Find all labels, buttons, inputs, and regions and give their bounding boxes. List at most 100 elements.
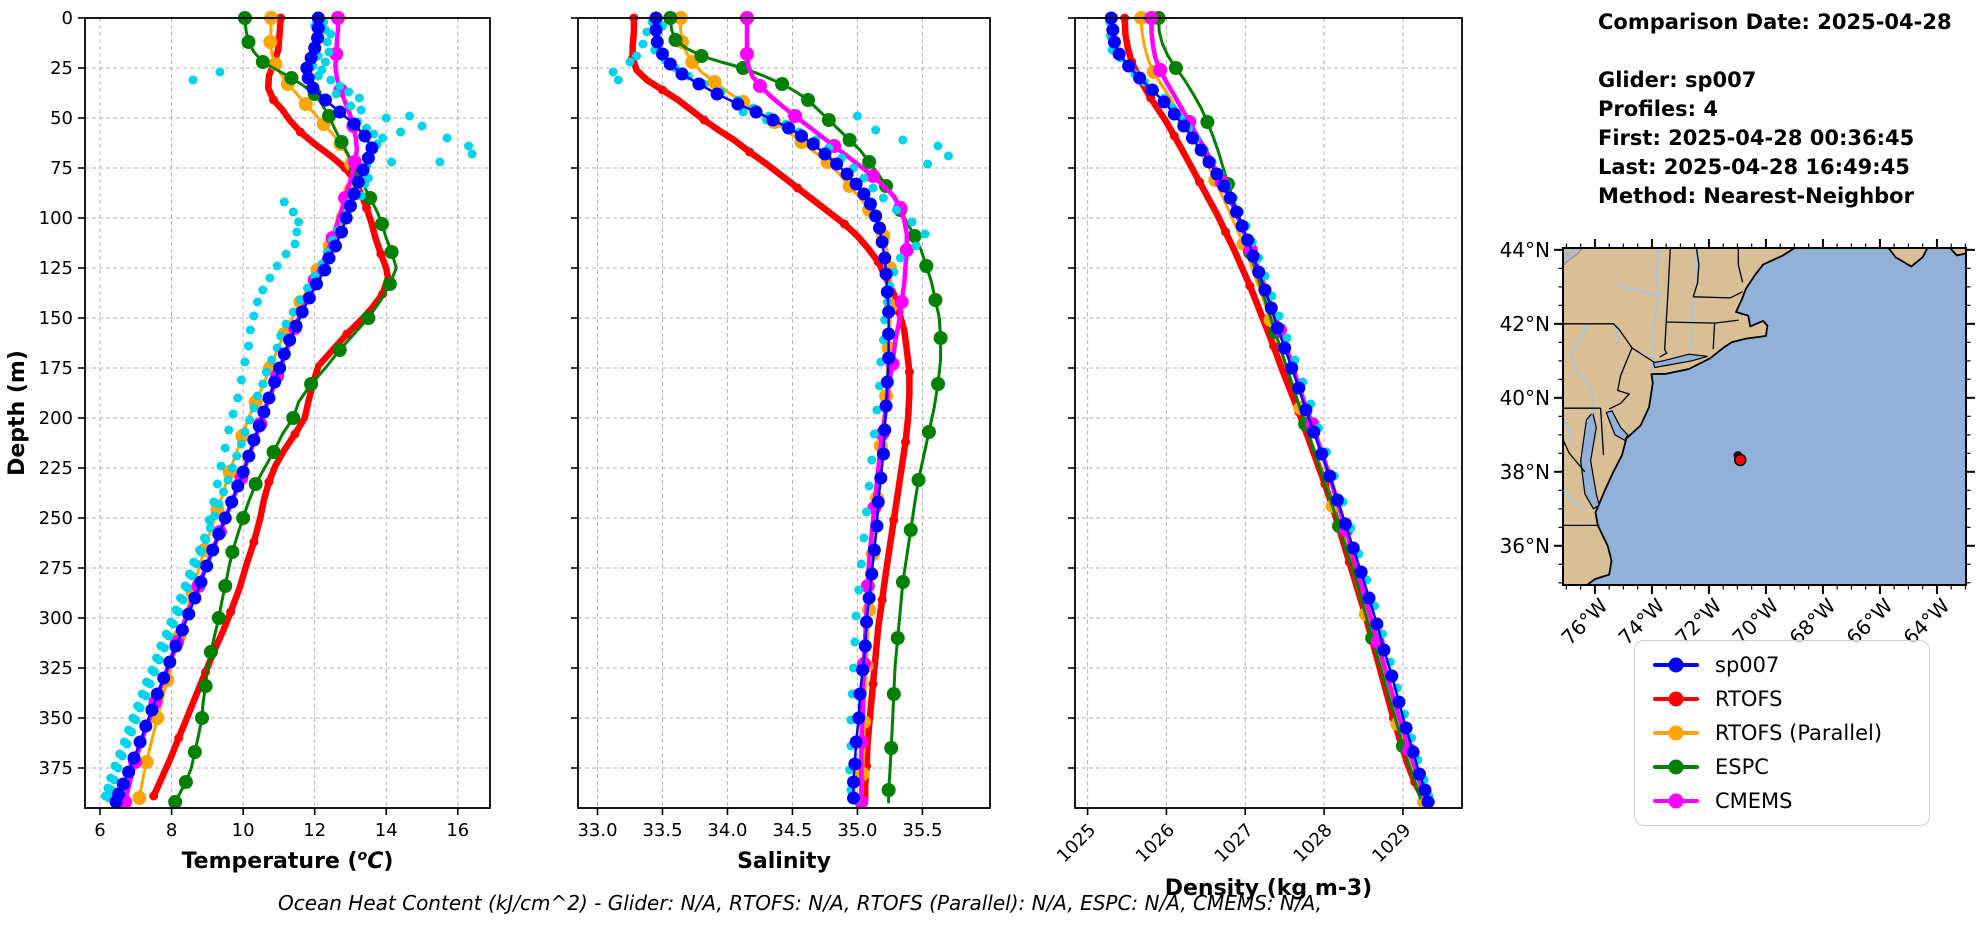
map-bay: [1580, 411, 1600, 510]
map-river: [1569, 323, 1595, 415]
svg-text:50: 50: [50, 108, 73, 129]
svg-text:34.0: 34.0: [707, 820, 747, 841]
series-rtofs-parallel-: [132, 11, 359, 805]
map-river: [1651, 248, 1660, 372]
first-profile-time: First: 2025-04-28 00:36:45: [1598, 126, 1915, 150]
svg-text:325: 325: [39, 658, 73, 679]
legend-line-swatch: [1653, 657, 1699, 673]
svg-text:225: 225: [39, 458, 73, 479]
map-state-border: [1631, 347, 1656, 364]
glider-position-marker: [1734, 453, 1747, 467]
map-bay: [1652, 353, 1708, 369]
legend-label: ESPC: [1715, 755, 1769, 779]
svg-text:1026: 1026: [1132, 820, 1179, 867]
profiles-count: Profiles: 4: [1598, 97, 1719, 121]
map-state-border: [1712, 323, 1716, 350]
legend-line-swatch: [1653, 793, 1699, 809]
map-lake: [1563, 248, 1584, 266]
legend-label: sp007: [1715, 653, 1780, 677]
map-lon-label: 76°W: [1556, 593, 1612, 649]
map-lat-label: 40°N: [1500, 386, 1550, 410]
svg-text:16: 16: [446, 820, 469, 841]
svg-text:14: 14: [375, 820, 398, 841]
legend-label: RTOFS (Parallel): [1715, 721, 1883, 745]
series-rtofs: [628, 13, 914, 804]
legend-dot-icon: [1668, 657, 1684, 673]
map-lat-label: 38°N: [1500, 460, 1550, 484]
map-state-border: [1693, 291, 1743, 299]
map-state-border: [1659, 321, 1668, 358]
comparison-date: Comparison Date: 2025-04-28: [1598, 10, 1952, 34]
svg-text:25: 25: [50, 58, 73, 79]
legend-item-rtofs-parallel: RTOFS (Parallel): [1653, 721, 1911, 745]
series-sp007: [1104, 11, 1435, 809]
map-river: [1689, 248, 1699, 351]
density-panel: 1025 1026 1027 1028 1029 Density (kg m-3): [1053, 11, 1463, 901]
svg-text:0: 0: [62, 8, 73, 29]
ocean-heat-content-annotation: Ocean Heat Content (kJ/cm^2) - Glider: N…: [277, 891, 1323, 915]
svg-text:6: 6: [94, 820, 105, 841]
svg-text:33.5: 33.5: [642, 820, 682, 841]
map-land: [1948, 248, 1966, 257]
svg-text:33.0: 33.0: [577, 820, 617, 841]
legend-item-cmems: CMEMS: [1653, 789, 1911, 813]
series-sp007: [649, 11, 896, 805]
svg-text:350: 350: [39, 708, 73, 729]
map-river: [1614, 282, 1658, 297]
salinity-panel: 33.0 33.5 34.0 34.5 35.0 35.5 Salinity: [571, 11, 991, 874]
map-river: [1563, 415, 1573, 443]
x-axis-label: Salinity: [737, 849, 831, 874]
map-state-border: [1737, 248, 1744, 283]
legend-label: RTOFS: [1715, 687, 1783, 711]
svg-text:1028: 1028: [1289, 820, 1336, 867]
legend-dot-icon: [1668, 691, 1684, 707]
svg-text:75: 75: [50, 158, 73, 179]
legend-item-rtofs: RTOFS: [1653, 687, 1911, 711]
series-espc: [663, 11, 948, 804]
svg-text:35.0: 35.0: [837, 820, 877, 841]
svg-text:300: 300: [39, 608, 73, 629]
map-state-border: [1608, 347, 1633, 410]
legend-line-swatch: [1653, 691, 1699, 707]
svg-text:10: 10: [232, 820, 255, 841]
legend: sp007 RTOFS RTOFS (Parallel) ESPC CMEMS: [1634, 640, 1930, 826]
legend-dot-icon: [1668, 725, 1684, 741]
map-state-border: [1692, 248, 1700, 297]
temperature-panel: 6 8 10 12 14 16 0 25 50 75 100 125 150 175 200 225 250 27…: [39, 8, 491, 874]
svg-text:275: 275: [39, 558, 73, 579]
glider-name: Glider: sp007: [1598, 68, 1757, 92]
svg-text:100: 100: [39, 208, 73, 229]
legend-line-swatch: [1653, 725, 1699, 741]
series-sp007: [109, 11, 379, 809]
glider-scatter: [100, 17, 477, 803]
svg-text:35.5: 35.5: [902, 820, 942, 841]
legend-item-espc: ESPC: [1653, 755, 1911, 779]
legend-dot-icon: [1668, 759, 1684, 775]
x-axis-label: Density (kg m-3): [1165, 876, 1373, 901]
method: Method: Nearest-Neighbor: [1598, 184, 1914, 208]
svg-text:8: 8: [166, 820, 177, 841]
legend-label: CMEMS: [1715, 789, 1793, 813]
svg-text:175: 175: [39, 358, 73, 379]
info-panel: Comparison Date: 2025-04-28 Glider: sp00…: [1598, 8, 1952, 211]
legend-line-swatch: [1653, 759, 1699, 775]
svg-text:1027: 1027: [1211, 820, 1258, 867]
svg-text:250: 250: [39, 508, 73, 529]
x-axis-label: Temperature (oC): [182, 848, 394, 874]
map-bay: [1605, 410, 1629, 442]
svg-text:375: 375: [39, 758, 73, 779]
series-rtofs: [1120, 13, 1429, 806]
svg-text:200: 200: [39, 408, 73, 429]
y-axis-label: Depth (m): [5, 350, 30, 476]
svg-text:125: 125: [39, 258, 73, 279]
map-state-border: [1599, 408, 1605, 456]
glider-scatter: [608, 17, 953, 805]
legend-dot-icon: [1668, 793, 1684, 809]
legend-item-sp007: sp007: [1653, 653, 1911, 677]
svg-text:1025: 1025: [1053, 820, 1100, 867]
svg-text:150: 150: [39, 308, 73, 329]
map-lat-label: 44°N: [1500, 238, 1550, 262]
map-river: [1614, 323, 1620, 343]
last-profile-time: Last: 2025-04-28 16:49:45: [1598, 155, 1910, 179]
svg-text:34.5: 34.5: [772, 820, 812, 841]
